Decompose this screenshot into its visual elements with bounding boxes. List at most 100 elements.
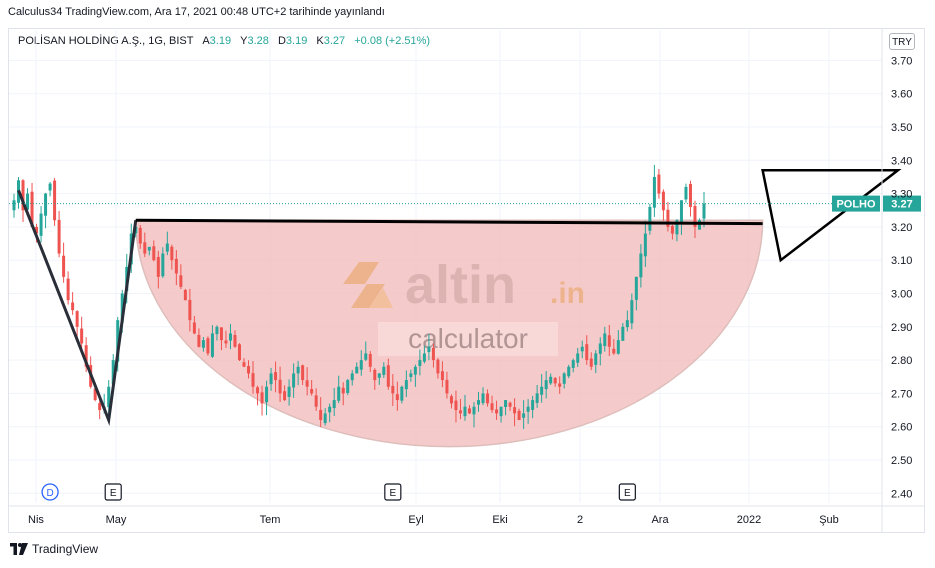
x-tick-label: Şub: [819, 514, 839, 526]
candle-body: [639, 253, 643, 278]
candles: [12, 164, 706, 430]
candle-body: [445, 379, 449, 394]
candle-body: [71, 302, 75, 311]
candle-body: [152, 246, 156, 261]
price-tag-text: 3.27: [891, 199, 912, 211]
candle-body: [472, 406, 476, 415]
low-label: D: [277, 35, 286, 47]
candle-body: [233, 335, 237, 347]
candle-body: [355, 366, 359, 374]
close-label: K: [316, 35, 324, 47]
watermark-suffix-text: .in: [550, 277, 585, 310]
high-value: 3.28: [247, 35, 269, 47]
candle-body: [576, 353, 580, 363]
candle-body: [499, 406, 503, 417]
x-tick-label: May: [106, 514, 127, 526]
candle-body: [210, 333, 214, 357]
candle-body: [35, 226, 39, 234]
candle-body: [697, 220, 701, 230]
candle-body: [62, 255, 66, 277]
candle-body: [477, 400, 481, 405]
candle-body: [174, 258, 178, 274]
candle-body: [107, 386, 111, 408]
candle-body: [228, 333, 232, 341]
x-tick-label: Tem: [260, 514, 281, 526]
x-tick-label: Nis: [28, 514, 44, 526]
candle-body: [328, 406, 332, 413]
y-tick-label: 2.40: [891, 488, 912, 500]
candle-body: [652, 176, 656, 208]
candle-body: [661, 191, 665, 211]
candle-body: [305, 380, 309, 387]
candle-body: [382, 366, 386, 375]
candle-body: [170, 246, 174, 261]
candle-body: [373, 369, 377, 381]
candle-body: [116, 320, 120, 362]
candle-body: [93, 388, 97, 401]
symbol-tag: [832, 195, 880, 212]
candle-body: [643, 233, 647, 257]
candle-body: [296, 366, 300, 374]
publish-info: Calculus34 TradingView.com, Ara 17, 2021…: [8, 6, 385, 18]
drawings: [17, 169, 902, 426]
earnings-marker-label: E: [624, 488, 631, 499]
price-tag: [883, 195, 921, 212]
candle-body: [287, 386, 291, 397]
candle-body: [648, 206, 652, 231]
symbol-tag-text: POLHO: [836, 199, 876, 211]
candle-body: [422, 353, 426, 362]
candle-body: [197, 334, 201, 347]
candle-body: [612, 348, 616, 354]
candle-body: [688, 183, 692, 207]
candle-body: [364, 353, 368, 360]
candle-body: [571, 360, 575, 368]
change-value: +0.08 (+2.51%): [354, 35, 431, 47]
high-label: Y: [240, 35, 248, 47]
last-price-line: POLHO 3.27: [9, 195, 921, 212]
candle-body: [192, 322, 196, 334]
earnings-marker: [384, 483, 402, 501]
candle-body: [26, 193, 30, 210]
candle-body: [44, 193, 48, 216]
candle-body: [319, 409, 323, 421]
candle-body: [549, 376, 553, 384]
handle-line-drawing: [135, 218, 763, 226]
candle-body: [215, 326, 219, 335]
candle-body: [30, 191, 34, 227]
symbol-legend: POLİSAN HOLDİNG A.Ş., 1G, BIST A3.19 Y3.…: [18, 35, 430, 47]
y-tick-label: 3.20: [891, 222, 912, 234]
footer-brand: TradingView: [32, 542, 99, 556]
candle-body: [332, 400, 336, 409]
candle-body: [48, 183, 52, 191]
tradingview-logo-icon: [10, 543, 28, 555]
watermark-logo-icon: [343, 262, 393, 308]
candle-body: [247, 366, 251, 374]
candle-body: [120, 293, 124, 323]
candle-body: [625, 320, 629, 328]
candle-body: [143, 242, 147, 254]
currency-button[interactable]: TRY: [889, 33, 915, 50]
candle-body: [404, 380, 408, 390]
watermark-main-text: altin: [405, 255, 516, 315]
candle-body: [616, 340, 620, 354]
candle-body: [21, 180, 25, 211]
candle-body: [188, 299, 192, 321]
candle-body: [495, 409, 499, 414]
candle-body: [224, 340, 228, 344]
candle-body: [513, 407, 517, 414]
candle-body: [346, 380, 350, 393]
candle-body: [147, 246, 151, 251]
earnings-marker: [618, 483, 636, 501]
open-label: A: [202, 35, 210, 47]
candle-body: [75, 311, 79, 327]
candle-body: [301, 365, 305, 381]
y-tick-label: 2.60: [891, 422, 912, 434]
candle-body: [436, 359, 440, 374]
candle-body: [540, 386, 544, 395]
y-tick-label: 3.60: [891, 89, 912, 101]
candle-body: [508, 402, 512, 407]
earnings-marker-label: E: [389, 488, 396, 499]
x-tick-label: Ara: [651, 514, 669, 526]
candle-body: [98, 403, 102, 411]
